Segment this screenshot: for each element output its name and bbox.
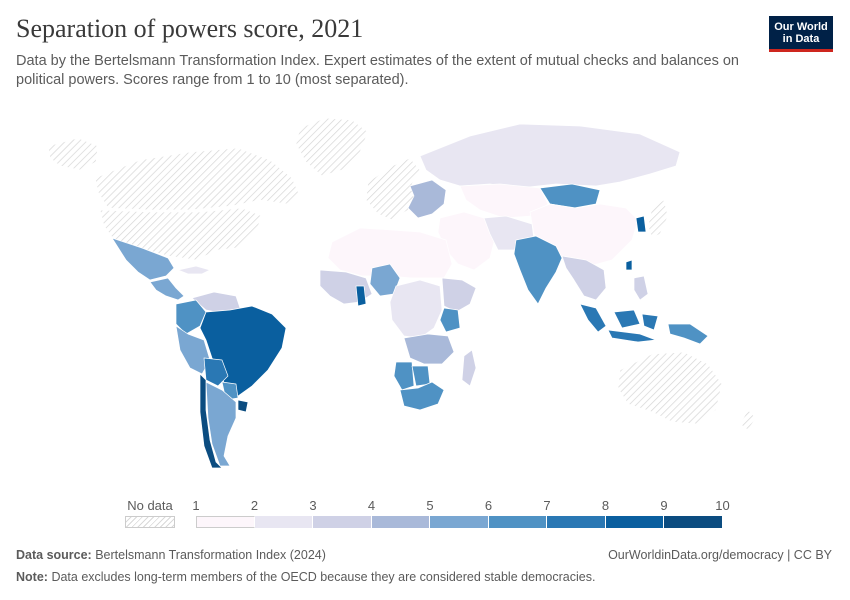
note-label: Note: xyxy=(16,570,48,584)
footer-url[interactable]: OurWorldinData.org/democracy | CC BY xyxy=(608,548,832,562)
region-philippines[interactable] xyxy=(633,275,649,301)
owid-logo[interactable]: Our World in Data xyxy=(769,16,833,52)
legend-tick-2: 2 xyxy=(250,498,259,513)
region-new-zealand[interactable] xyxy=(739,409,757,431)
legend-bin-1[interactable] xyxy=(196,516,255,528)
region-mexico[interactable] xyxy=(111,237,175,281)
legend-bin-3[interactable] xyxy=(313,516,372,528)
chart-title: Separation of powers score, 2021 xyxy=(16,14,364,43)
region-chile[interactable] xyxy=(199,373,223,469)
region-canada[interactable] xyxy=(94,147,301,211)
legend-bin-8[interactable] xyxy=(605,516,664,528)
legend-no-data-label: No data xyxy=(127,498,173,513)
region-east-africa[interactable] xyxy=(441,277,477,313)
region-cuba[interactable] xyxy=(177,265,211,275)
world-map xyxy=(47,117,757,469)
region-india[interactable] xyxy=(513,235,563,305)
legend: No data 1 2 3 4 5 6 7 8 9 10 xyxy=(0,494,850,534)
region-uruguay[interactable] xyxy=(237,399,249,413)
footer-note: Note: Data excludes long-term members of… xyxy=(16,570,595,584)
region-alaska[interactable] xyxy=(47,137,99,171)
legend-tick-3: 3 xyxy=(309,498,317,513)
legend-bin-4[interactable] xyxy=(371,516,430,528)
legend-tick-9: 9 xyxy=(660,498,668,513)
legend-tick-7: 7 xyxy=(543,498,551,513)
legend-tick-10: 10 xyxy=(715,498,730,513)
legend-tick-6: 6 xyxy=(484,498,493,513)
region-southeast-asia[interactable] xyxy=(561,255,607,301)
region-south-africa[interactable] xyxy=(399,381,445,411)
region-madagascar[interactable] xyxy=(461,349,477,387)
logo-line-2: in Data xyxy=(782,33,820,45)
region-russia[interactable] xyxy=(419,123,681,189)
region-kenya[interactable] xyxy=(439,307,461,333)
logo-line-1: Our World xyxy=(774,21,828,33)
region-ghana[interactable] xyxy=(355,285,367,307)
source-text[interactable]: Bertelsmann Transformation Index (2024) xyxy=(95,548,326,562)
region-central-america[interactable] xyxy=(149,277,185,301)
region-indonesia[interactable] xyxy=(579,303,659,343)
legend-bin-7[interactable] xyxy=(547,516,606,528)
legend-no-data-swatch xyxy=(125,516,175,528)
legend-tick-4: 4 xyxy=(367,498,376,513)
region-taiwan[interactable] xyxy=(625,259,633,271)
region-argentina[interactable] xyxy=(205,381,237,467)
chart-subtitle: Data by the Bertelsmann Transformation I… xyxy=(16,53,739,88)
region-south-korea[interactable] xyxy=(635,215,647,233)
region-greenland[interactable] xyxy=(295,117,369,177)
footer-source: Data source: Bertelsmann Transformation … xyxy=(16,548,326,562)
source-label: Data source: xyxy=(16,548,92,562)
region-namibia[interactable] xyxy=(393,361,415,391)
legend-tick-5: 5 xyxy=(426,498,434,513)
region-eastern-europe[interactable] xyxy=(407,179,447,219)
region-southern-africa[interactable] xyxy=(403,333,455,365)
region-botswana[interactable] xyxy=(411,365,431,387)
region-papua-new-guinea[interactable] xyxy=(667,323,709,345)
legend-tick-8: 8 xyxy=(601,498,610,513)
region-japan[interactable] xyxy=(647,199,669,239)
legend-bin-6[interactable] xyxy=(488,516,547,528)
region-bolivia[interactable] xyxy=(203,357,229,387)
note-text: Data excludes long-term members of the O… xyxy=(51,570,596,584)
legend-bin-9[interactable] xyxy=(664,516,723,528)
legend-bin-2[interactable] xyxy=(254,516,313,528)
region-central-africa[interactable] xyxy=(389,279,443,339)
legend-bin-5[interactable] xyxy=(430,516,489,528)
region-colombia[interactable] xyxy=(175,299,207,335)
region-australia[interactable] xyxy=(617,351,723,425)
legend-tick-1: 1 xyxy=(192,498,200,513)
